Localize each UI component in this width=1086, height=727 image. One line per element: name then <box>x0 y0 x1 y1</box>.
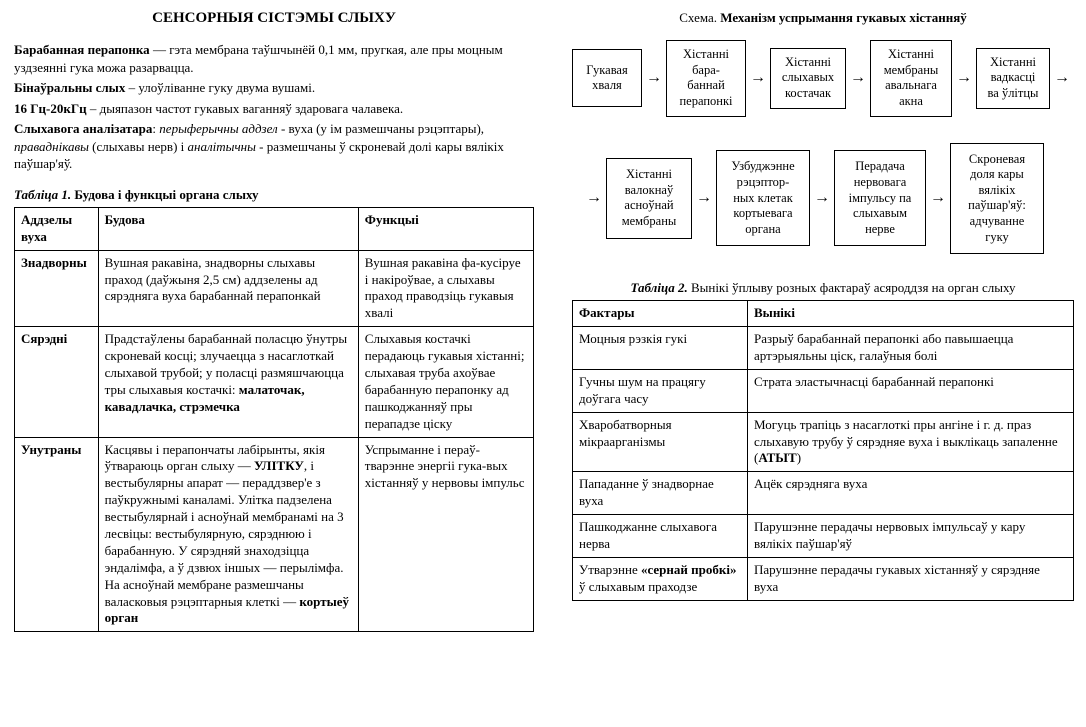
intro-p2-rest: – улоўліванне гуку двума вушамі. <box>125 80 315 95</box>
t2-r4c2: Ацёк сярэдняга вуха <box>748 472 1074 515</box>
r3c2c: ) <box>797 450 801 465</box>
table-row: Фактары Вынікі <box>573 301 1074 327</box>
t1-h1: Аддзелы вуха <box>15 207 99 250</box>
arrow-icon: → <box>810 189 834 207</box>
p4-i3: аналітычны <box>188 139 256 154</box>
table1: Аддзелы вуха Будова Функцыі Знадворны Ву… <box>14 207 534 632</box>
t2-r6c1: Утварэнне «сернай пробкі» ў слыхавым пра… <box>573 557 748 600</box>
flow-box-3: Хістанні слыхавых костачак <box>770 48 846 109</box>
arrow-icon: → <box>926 189 950 207</box>
left-column: СЕНСОРНЫЯ СІСТЭМЫ СЛЫХУ Барабанная перап… <box>14 10 534 632</box>
page: СЕНСОРНЫЯ СІСТЭМЫ СЛЫХУ Барабанная перап… <box>14 10 1072 632</box>
table-row: Знадворны Вушная ракавіна, знадворны слы… <box>15 250 534 327</box>
r6c1a: Утварэнне <box>579 562 641 577</box>
arrow-icon: → <box>642 69 666 87</box>
flow-box-4: Хістанні мембраны авальнага акна <box>870 40 952 117</box>
t1-r1c2: Вушная ракавіна, знадворны слыхавы прахо… <box>98 250 358 327</box>
t1-cap-a: Табліца 1. <box>14 187 71 202</box>
p4c: (слыхавы нерв) і <box>89 139 188 154</box>
intro-p1: Барабанная перапонка — гэта мембрана таў… <box>14 41 534 76</box>
r3c2b: АТЫТ <box>758 450 796 465</box>
t2-cap-b: Вынікі ўплыву розных фактараў асяроддзя … <box>688 280 1016 295</box>
flow-box-1: Гукавая хваля <box>572 49 642 107</box>
p4b: - вуха (у ім размешчаны рэцэптары), <box>278 121 484 136</box>
table-row: Пашкоджанне слыхавога нерва Парушэнне пе… <box>573 515 1074 558</box>
table-row: Хваробатворныя мікраарганізмы Могуць тра… <box>573 412 1074 472</box>
r3c2b: УЛІТКУ <box>254 458 304 473</box>
flow-box-2: Хістанні бара-баннай перапонкі <box>666 40 746 117</box>
t1-r3c3: Успрыманне і пераў-тварэнне энергіі гука… <box>358 437 533 632</box>
flow-box-5: Хістанні вадкасці ва ўлітцы <box>976 48 1050 109</box>
t2-r3c2: Могуць трапіць з насаглоткі пры ангіне і… <box>748 412 1074 472</box>
t1-h2: Будова <box>98 207 358 250</box>
t1-r1c3: Вушная ракавіна фа-кусіруе і накіроўвае,… <box>358 250 533 327</box>
table-row: Сярэдні Прадстаўлены барабаннай поласцю … <box>15 327 534 437</box>
intro-p4: Слыхавога аналізатара: перыферычны аддзе… <box>14 120 534 173</box>
term-1: Барабанная перапонка <box>14 42 150 57</box>
r6c1c: ў слыхавым праходзе <box>579 579 697 594</box>
t2-r5c1: Пашкоджанне слыхавога нерва <box>573 515 748 558</box>
t2-r6c2: Парушэнне перадачы гукавых хістанняў у с… <box>748 557 1074 600</box>
arrow-icon: → <box>746 69 770 87</box>
t2-h1: Фактары <box>573 301 748 327</box>
arrow-icon: → <box>1050 69 1074 87</box>
t1-r2c2: Прадстаўлены барабаннай поласцю ўнутры с… <box>98 327 358 437</box>
t1-r2c3: Слыхавыя костачкі перадаюць гукавыя хіст… <box>358 327 533 437</box>
flow-row-1: Гукавая хваля → Хістанні бара-баннай пер… <box>572 40 1074 117</box>
table-row: Унутраны Касцявы і перапончаты лабірынты… <box>15 437 534 632</box>
intro-p3: 16 Гц-20кГц – дыяпазон частот гукавых ва… <box>14 100 534 118</box>
t2-r2c1: Гучны шум на працягу доўгага часу <box>573 369 748 412</box>
term-3: 16 Гц-20кГц <box>14 101 87 116</box>
r6c1b: «сернай пробкі» <box>641 562 736 577</box>
flow-row-2: → Хістанні валокнаў асноўнай мембраны → … <box>582 143 1074 255</box>
flow-box-7: Узбуджэнне рэцэптор-ных клетак кортыеваг… <box>716 150 810 246</box>
t2-r1c1: Моцныя рэзкія гукі <box>573 327 748 370</box>
intro-p2: Бінаўральны слых – улоўліванне гуку двум… <box>14 79 534 97</box>
scheme-title: Схема. Механізм успрымання гукавых хіста… <box>572 10 1074 26</box>
term-4: Слыхавога аналізатара <box>14 121 152 136</box>
t1-cap-b: Будова і функцыі органа слыху <box>71 187 258 202</box>
arrow-icon: → <box>952 69 976 87</box>
r3c2c: , і вестыбулярны апарат — пераддзвер'е з… <box>105 458 344 608</box>
table2: Фактары Вынікі Моцныя рэзкія гукі Разрыў… <box>572 300 1074 600</box>
t2-r5c2: Парушэнне перадачы нервовых імпульсаў у … <box>748 515 1074 558</box>
arrow-icon: → <box>582 189 606 207</box>
t2-r4c1: Пападанне ў знадворнае вуха <box>573 472 748 515</box>
arrow-icon: → <box>846 69 870 87</box>
t2-r2c2: Страта эластычнасці барабаннай перапонкі <box>748 369 1074 412</box>
t1-h3: Функцыі <box>358 207 533 250</box>
right-column: Схема. Механізм успрымання гукавых хіста… <box>572 10 1074 632</box>
t1-r3c1: Унутраны <box>15 437 99 632</box>
t2-r3c1: Хваробатворныя мікраарганізмы <box>573 412 748 472</box>
table-row: Утварэнне «сернай пробкі» ў слыхавым пра… <box>573 557 1074 600</box>
table-row: Гучны шум на працягу доўгага часу Страта… <box>573 369 1074 412</box>
table-row: Моцныя рэзкія гукі Разрыў барабаннай пер… <box>573 327 1074 370</box>
flow-box-8: Перадача нервовага імпульсу па слыхавым … <box>834 150 926 246</box>
p4-i1: перыферычны аддзел <box>159 121 277 136</box>
intro-p3-rest: – дыяпазон частот гукавых ваганняў здаро… <box>87 101 404 116</box>
intro-block: Барабанная перапонка — гэта мембрана таў… <box>14 41 534 173</box>
t1-r2c1: Сярэдні <box>15 327 99 437</box>
st-a: Схема. <box>679 10 720 25</box>
table2-caption: Табліца 2. Вынікі ўплыву розных фактараў… <box>572 280 1074 296</box>
flow-box-6: Хістанні валокнаў асноўнай мембраны <box>606 158 692 239</box>
r2c2a: Прадстаўлены барабаннай поласцю ўнутры с… <box>105 331 348 397</box>
t1-r1c1: Знадворны <box>15 250 99 327</box>
table-row: Пападанне ў знадворнае вуха Ацёк сярэдня… <box>573 472 1074 515</box>
term-2: Бінаўральны слых <box>14 80 125 95</box>
table1-caption: Табліца 1. Будова і функцыі органа слыху <box>14 187 534 203</box>
t2-h2: Вынікі <box>748 301 1074 327</box>
table-row: Аддзелы вуха Будова Функцыі <box>15 207 534 250</box>
st-b: Механізм успрымання гукавых хістанняў <box>720 10 967 25</box>
t1-r3c2: Касцявы і перапончаты лабірынты, якія ўт… <box>98 437 358 632</box>
flow-box-9: Скроневая доля кары вялікіх паўшар'яў: а… <box>950 143 1044 255</box>
t2-r1c2: Разрыў барабаннай перапонкі або павышаец… <box>748 327 1074 370</box>
main-title: СЕНСОРНЫЯ СІСТЭМЫ СЛЫХУ <box>14 10 534 27</box>
p4-i2: праваднікавы <box>14 139 89 154</box>
arrow-icon: → <box>692 189 716 207</box>
t2-cap-a: Табліца 2. <box>631 280 688 295</box>
